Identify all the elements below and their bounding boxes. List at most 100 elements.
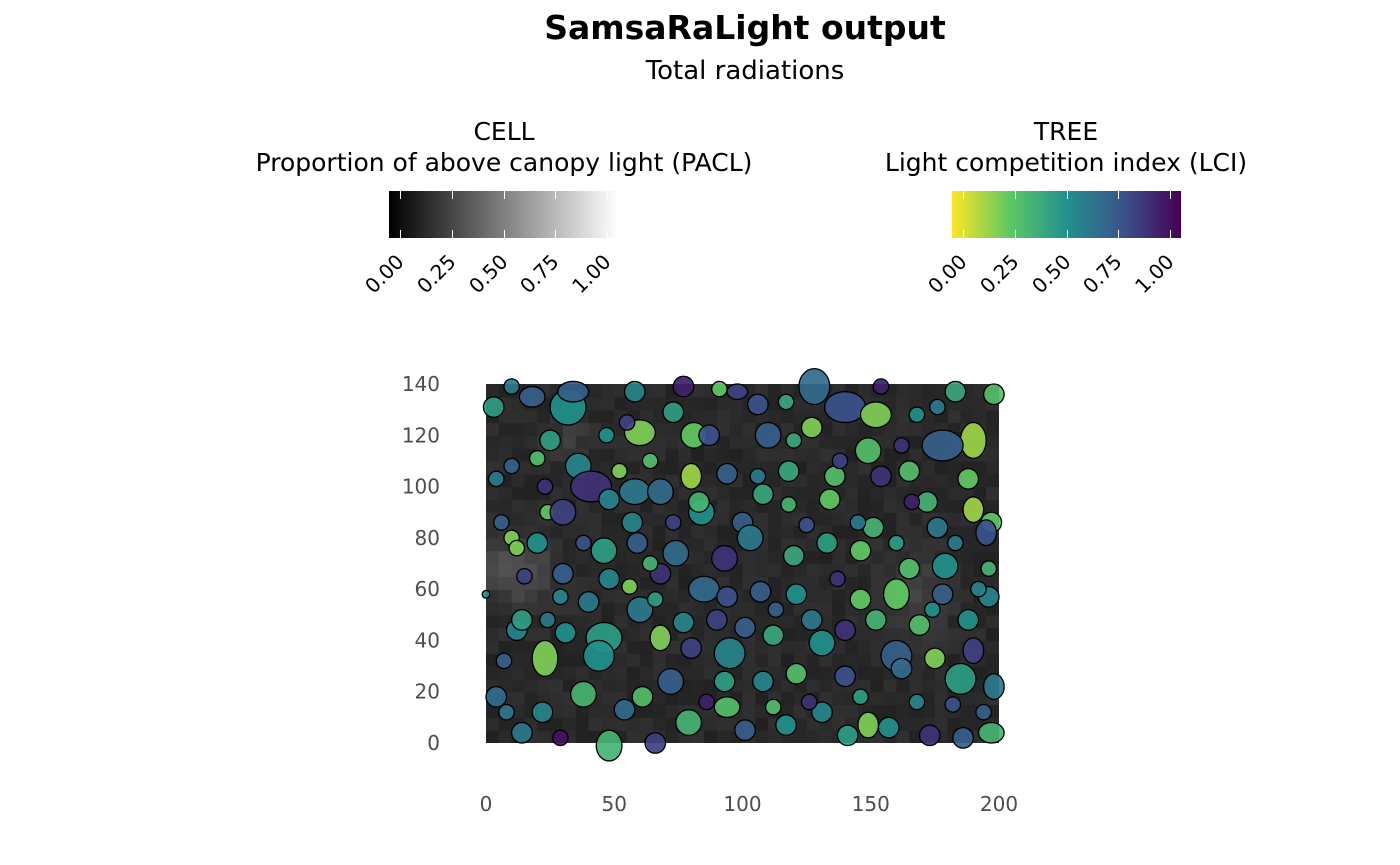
tree-crown [734,719,756,742]
light-cell [870,640,885,654]
light-cell [511,422,526,436]
light-cell [755,563,769,577]
light-cell [486,704,500,718]
light-cell [562,704,577,718]
legend-tick-mark [503,230,505,238]
light-cell [601,601,615,616]
tree-crown [829,570,846,588]
light-cell [524,691,538,706]
light-cell [768,525,782,539]
tree-crown [890,657,913,680]
light-cell [832,422,846,436]
light-cell [768,563,782,577]
light-cell [716,448,731,462]
light-cell [575,422,590,436]
light-cell [614,717,628,731]
tree-crown [752,670,774,693]
light-cell [652,512,667,526]
light-cell [986,435,999,449]
light-cell [780,563,795,577]
tree-crown [903,493,921,511]
legend-tick-mark [963,191,964,199]
light-cell [845,640,859,654]
light-cell [986,627,999,642]
light-cell [716,435,731,449]
light-cell [498,435,513,449]
light-cell [588,384,603,398]
tree-crown [736,524,764,552]
light-cell [498,499,513,513]
light-cell [498,422,513,436]
light-cell [883,512,897,526]
y-tick-label: 140 [402,372,440,396]
light-cell [896,384,910,398]
legend-tick-mark [607,230,608,238]
light-cell [729,409,744,424]
light-cell [960,525,974,539]
light-cell [716,422,731,436]
light-cell [562,717,577,731]
light-cell [857,473,872,488]
light-cell [562,601,577,616]
light-cell [768,550,782,565]
tree-crown [957,467,980,490]
light-cell [896,614,910,629]
light-cell [627,550,641,565]
light-cell [537,730,551,743]
light-cell [896,512,910,526]
light-cell [947,640,962,654]
tree-crown [618,478,651,506]
light-cell [742,653,756,667]
light-cell [870,499,885,513]
light-cell [806,563,821,577]
light-cell [614,678,628,693]
tree-legend-title-line1: TREE [1033,117,1099,146]
light-cell [870,589,885,603]
light-cell [627,460,641,475]
light-cell [934,499,949,513]
light-cell [742,691,756,706]
tree-crown [552,729,569,747]
light-cell [627,666,641,680]
light-cell [973,550,987,565]
light-cell [562,422,577,436]
legend-tick-mark [451,191,453,199]
light-cell [614,653,628,667]
light-cell [498,640,513,654]
tree-crown [539,429,562,452]
light-cell [960,704,974,718]
light-cell [537,678,551,693]
light-cell [729,435,744,449]
light-cell [934,614,949,629]
light-cell [870,678,885,693]
x-tick-label: 200 [980,792,1018,816]
tree-crown [526,532,549,554]
tree-crown [680,637,703,660]
tree-crown [962,496,985,524]
light-cell [909,601,923,616]
light-cell [780,640,795,654]
tree-crown [646,591,664,608]
tree-crown [598,426,615,444]
light-cell [986,640,999,654]
light-cell [832,691,846,706]
light-cell [780,614,795,629]
light-cell [960,563,974,577]
tree-crown [752,483,774,506]
light-cell [550,460,564,475]
tree-crown [672,375,695,398]
light-cell [973,627,987,642]
tree-crown [798,367,831,406]
legend-tick-mark [400,230,401,238]
light-cell [755,640,769,654]
light-cell [819,589,833,603]
light-cell [742,704,756,718]
tree-crown [862,516,885,539]
light-cell [857,627,872,642]
light-cell [486,435,500,449]
legend-tick-mark [1066,230,1068,238]
light-cell [550,717,564,731]
light-cell [857,563,872,577]
light-cell [704,730,718,743]
light-cell [704,627,718,642]
